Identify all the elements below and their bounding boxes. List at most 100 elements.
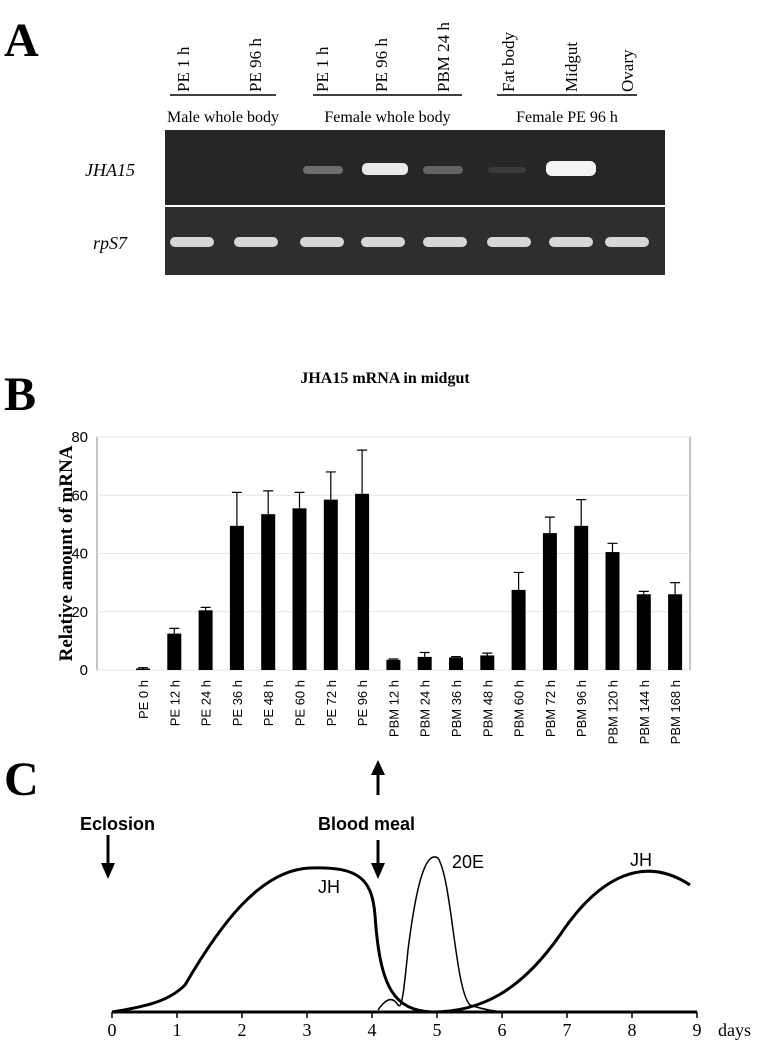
error-bar: [576, 499, 587, 526]
error-bar: [138, 667, 148, 669]
x-tick-label: PE 48 h: [261, 680, 276, 726]
bar: [480, 655, 495, 670]
x-tick-label: PBM 144 h: [637, 680, 652, 744]
error-bar: [451, 656, 461, 658]
lane-label: Ovary: [618, 49, 637, 92]
annotation: Blood meal: [318, 814, 415, 834]
gene-label: JHA15: [85, 160, 135, 180]
bar: [261, 514, 276, 670]
bar: [323, 499, 338, 670]
x-tick-label: PBM 48 h: [480, 680, 495, 737]
bands: [170, 161, 649, 247]
lane-label: PE 96 h: [246, 38, 265, 92]
error-bar: [325, 471, 336, 500]
error-bar: [419, 651, 430, 657]
x-tick-label: 2: [238, 1020, 247, 1040]
x-axis-label: days: [718, 1020, 751, 1040]
error-bar: [482, 652, 493, 656]
y-tick-label: 20: [71, 604, 88, 621]
lane-label: Fat body: [499, 32, 518, 92]
lane-label: PE 96 h: [372, 38, 391, 92]
x-tick-label: PBM 12 h: [386, 680, 401, 737]
x-tick-label: 1: [173, 1020, 182, 1040]
x-tick-label: 5: [433, 1020, 442, 1040]
x-tick-label: PBM 168 h: [668, 680, 683, 744]
chart-title: JHA15 mRNA in midgut: [300, 370, 470, 387]
x-tick-label: PE 36 h: [230, 680, 245, 726]
x-tick-label: 7: [563, 1020, 572, 1040]
bar-chart: JHA15 mRNA in midgut Relative amount of m…: [56, 370, 691, 744]
error-bar: [607, 542, 618, 553]
x-tick-label: PBM 24 h: [418, 680, 433, 737]
error-bar: [231, 491, 242, 526]
bar: [449, 657, 463, 670]
error-bar: [513, 571, 524, 590]
bar: [574, 525, 589, 670]
x-tick-label: 8: [628, 1020, 637, 1040]
error-bar: [263, 490, 274, 515]
bar: [542, 533, 557, 670]
group-label: Female PE 96 h: [516, 109, 618, 126]
bar: [198, 610, 213, 670]
y-tick-label: 0: [80, 662, 88, 679]
lane-label: PE 1 h: [313, 46, 332, 92]
panel-label: B: [4, 368, 36, 421]
x-tick-label: PBM 60 h: [512, 680, 527, 737]
bar: [355, 493, 370, 670]
x-tick-label: 6: [498, 1020, 507, 1040]
x-tick-label: 3: [303, 1020, 312, 1040]
x-tick-label: PE 12 h: [167, 680, 182, 726]
bar: [668, 594, 683, 670]
x-tick-label: PBM 120 h: [606, 680, 621, 744]
bar: [136, 668, 150, 670]
x-tick-label: PBM 72 h: [543, 680, 558, 737]
curve-label: 20E: [452, 852, 484, 872]
x-tick-label: PE 72 h: [324, 680, 339, 726]
error-bar: [638, 590, 649, 595]
panel-label: A: [4, 14, 39, 67]
y-tick-label: 60: [71, 487, 88, 504]
bar: [386, 659, 401, 670]
lane-label: PBM 24 h: [434, 22, 453, 92]
x-tick-label: PBM 96 h: [574, 680, 589, 737]
error-bar: [169, 627, 180, 634]
y-tick-label: 80: [71, 429, 88, 446]
lane-label: Midgut: [562, 42, 581, 92]
x-tick-label: 4: [368, 1020, 377, 1040]
error-bar: [670, 582, 681, 595]
gene-label: rpS7: [93, 233, 128, 253]
timeline: 0 1 2 3 4 5 6 7 8 9 days Eclosion Blood meal JH 20E JH: [80, 814, 751, 1040]
x-tick-label: PE 0 h: [136, 680, 151, 719]
bar: [167, 633, 182, 670]
curves: [111, 856, 691, 1014]
bar: [605, 552, 620, 670]
error-bar: [357, 449, 368, 494]
group-label: Female whole body: [324, 109, 450, 126]
x-tick-label: PE 96 h: [355, 680, 370, 726]
x-tick-label: PE 60 h: [293, 680, 308, 726]
x-tick-label: PBM 36 h: [449, 680, 464, 737]
bar: [511, 589, 526, 670]
error-bar: [544, 516, 555, 534]
bar: [417, 656, 432, 670]
x-tick-label: 9: [693, 1020, 702, 1040]
bar: [636, 594, 651, 670]
curve-label: JH: [630, 850, 652, 870]
y-tick-label: 40: [71, 546, 88, 563]
arrows: [101, 760, 385, 879]
group-label: Male whole body: [167, 109, 279, 126]
lane-label: PE 1 h: [174, 46, 193, 92]
error-bar: [294, 491, 305, 509]
error-bar: [388, 658, 399, 660]
panel-label: C: [4, 753, 39, 806]
x-tick-label: 0: [108, 1020, 117, 1040]
error-bar: [200, 606, 211, 611]
x-tick-label: PE 24 h: [199, 680, 214, 726]
y-axis-label: Relative amount of mRNA: [56, 445, 77, 661]
panel-a-labels: PE 1 h PE 96 h PE 1 h PE 96 h PBM 24 h Fat bo…: [85, 22, 637, 253]
bar: [229, 525, 244, 670]
annotation: Eclosion: [80, 814, 155, 834]
curve-label: JH: [318, 877, 340, 897]
bar: [292, 508, 307, 670]
